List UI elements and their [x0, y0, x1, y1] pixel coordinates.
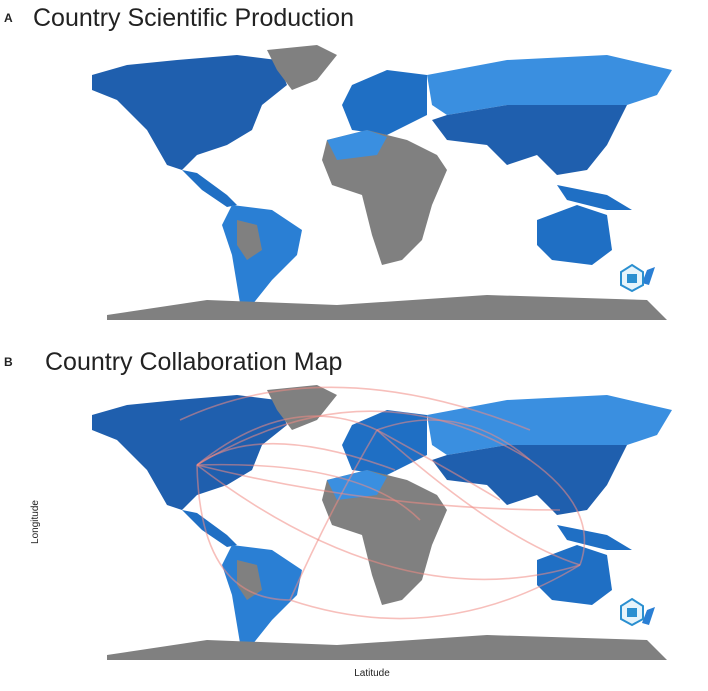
panel-title: Country Scientific Production	[33, 4, 354, 32]
world-map	[92, 45, 672, 320]
logo	[620, 598, 644, 626]
panel-label: A	[4, 11, 13, 25]
panel-label: B	[4, 355, 13, 369]
y-axis-label: Longitude	[30, 500, 41, 544]
logo	[620, 264, 644, 292]
collaboration-links	[179, 386, 586, 620]
x-axis-label: Latitude	[354, 668, 390, 679]
panel-title: Country Collaboration Map	[45, 348, 342, 376]
